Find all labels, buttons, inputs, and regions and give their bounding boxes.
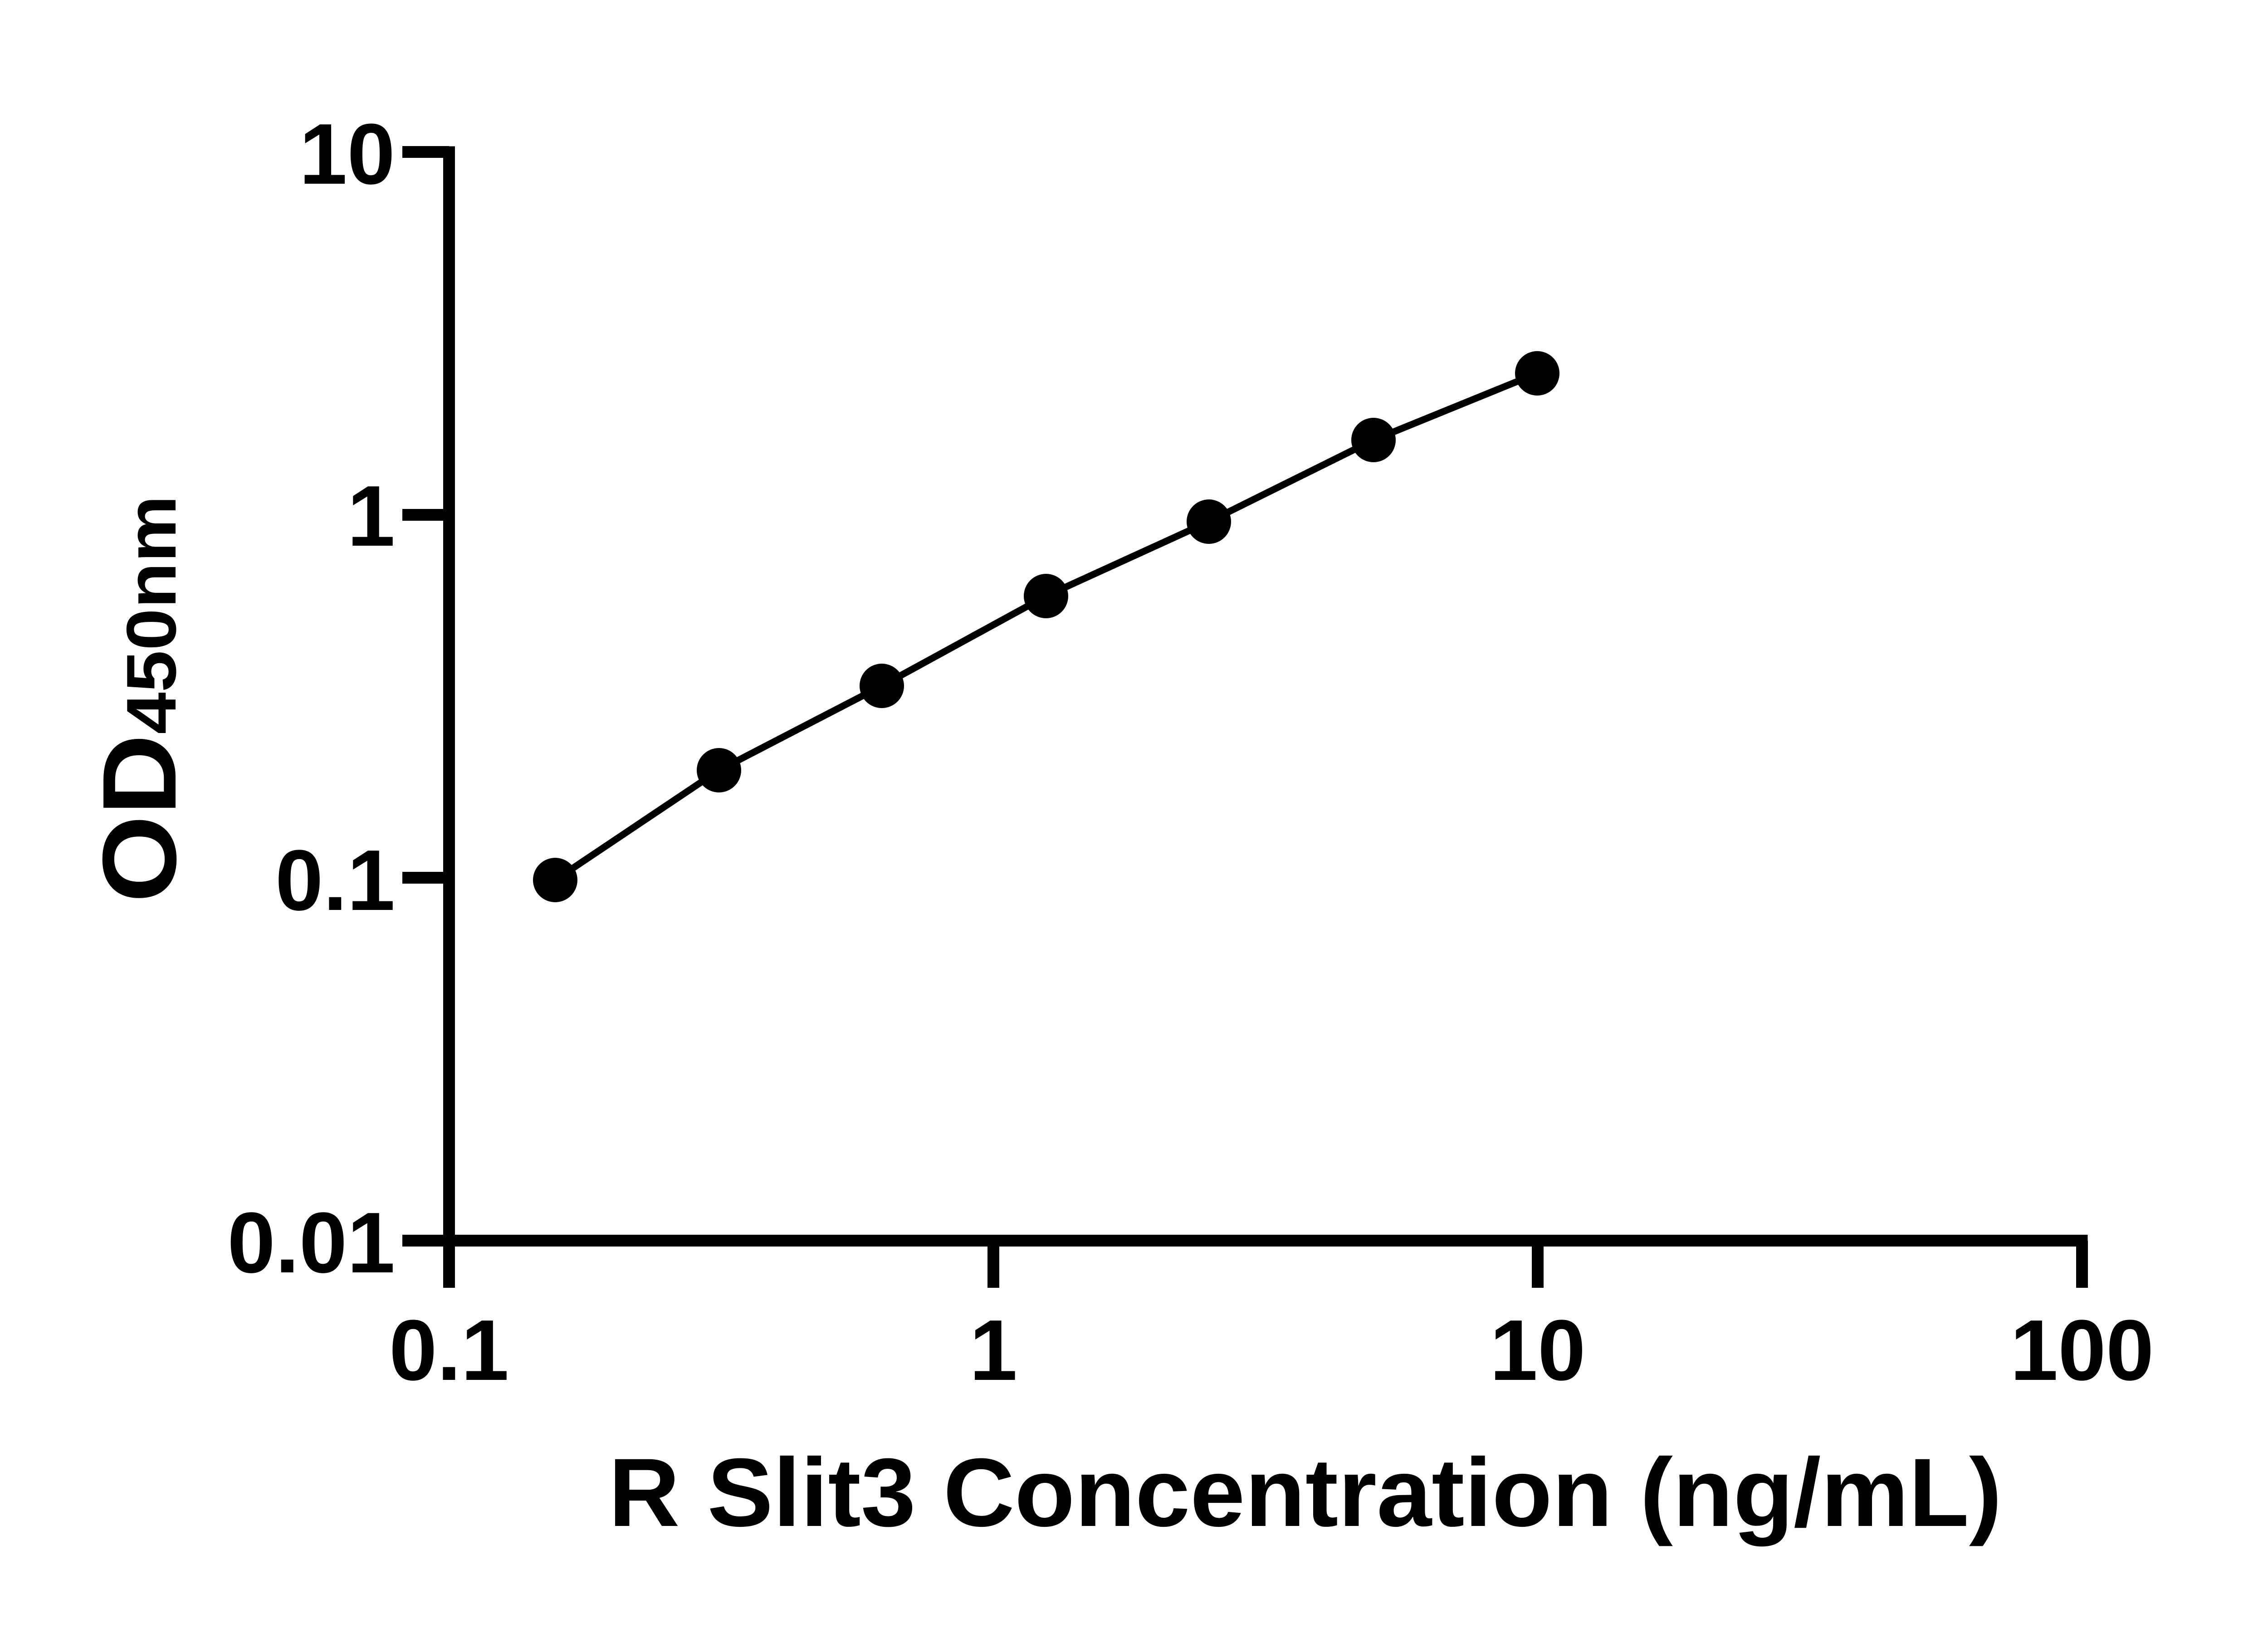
svg-text:10: 10 <box>299 106 395 202</box>
svg-text:0.1: 0.1 <box>275 832 395 929</box>
svg-text:10: 10 <box>1490 1302 1585 1398</box>
svg-text:0.1: 0.1 <box>389 1302 509 1398</box>
svg-text:1: 1 <box>347 468 395 564</box>
svg-text:R Slit3 Concentration (ng/mL): R Slit3 Concentration (ng/mL) <box>609 1438 2002 1547</box>
svg-text:0.01: 0.01 <box>227 1195 395 1291</box>
svg-text:1: 1 <box>969 1302 1017 1398</box>
svg-text:100: 100 <box>2010 1302 2154 1398</box>
